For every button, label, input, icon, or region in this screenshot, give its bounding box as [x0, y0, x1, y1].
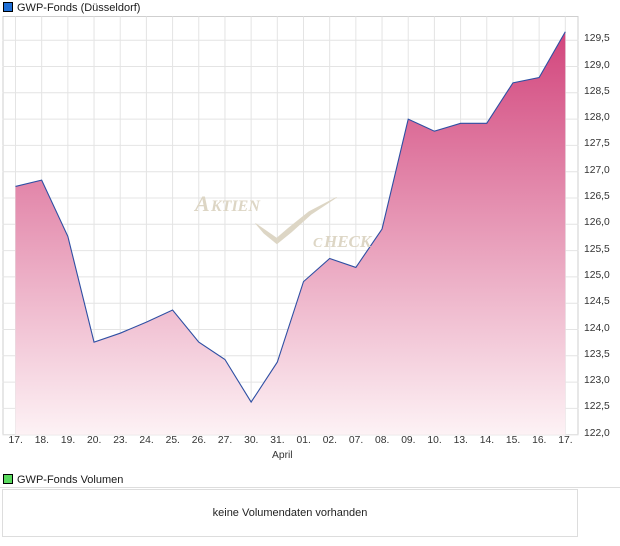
svg-text:HECK: HECK: [323, 232, 373, 251]
svg-text:C: C: [313, 236, 323, 251]
svg-text:KTIEN: KTIEN: [210, 198, 261, 215]
svg-text:A: A: [193, 191, 210, 216]
